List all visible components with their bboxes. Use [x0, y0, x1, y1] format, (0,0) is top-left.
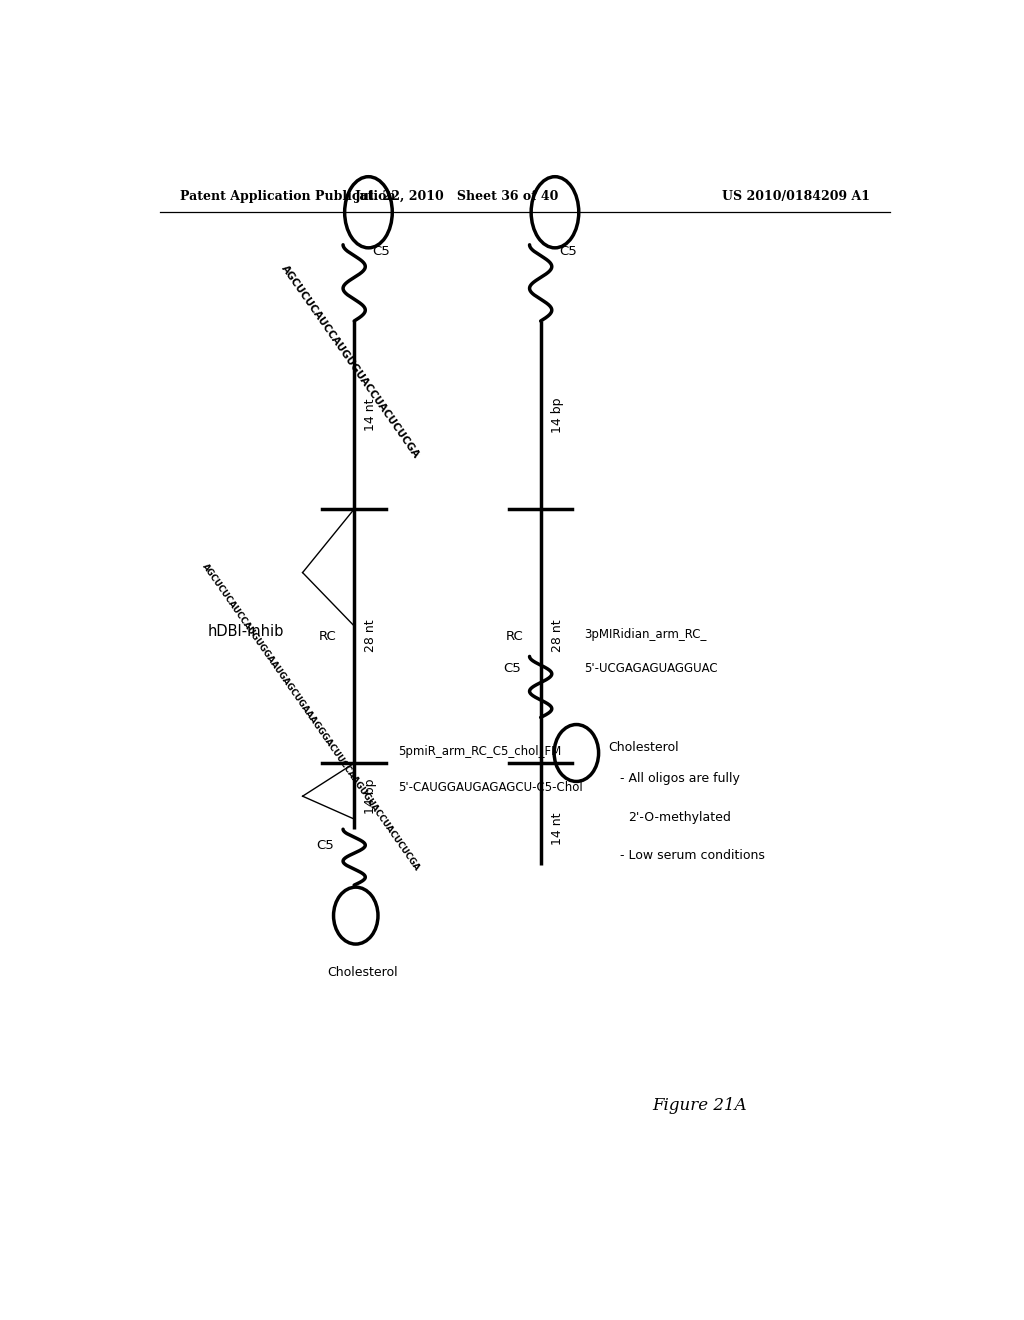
- Text: RC: RC: [318, 630, 337, 643]
- Text: Cholesterol: Cholesterol: [608, 742, 679, 755]
- Text: 5'-UCGAGAGUAGGUAC: 5'-UCGAGAGUAGGUAC: [585, 661, 718, 675]
- Text: C5: C5: [316, 840, 334, 853]
- Text: Figure 21A: Figure 21A: [652, 1097, 746, 1114]
- Text: 5'-CAUGGAUGAGAGCU-C5-Chol: 5'-CAUGGAUGAGAGCU-C5-Chol: [397, 780, 583, 793]
- Text: US 2010/0184209 A1: US 2010/0184209 A1: [722, 190, 870, 202]
- Text: 5pmiR_arm_RC_C5_chol_FM: 5pmiR_arm_RC_C5_chol_FM: [397, 744, 561, 758]
- Text: 14 bp: 14 bp: [551, 397, 564, 433]
- Text: Jul. 22, 2010   Sheet 36 of 40: Jul. 22, 2010 Sheet 36 of 40: [355, 190, 559, 202]
- Text: C5: C5: [503, 661, 521, 675]
- Text: - All oligos are fully: - All oligos are fully: [620, 772, 740, 785]
- Text: - Low serum conditions: - Low serum conditions: [620, 849, 765, 862]
- Text: 2'-O-methylated: 2'-O-methylated: [628, 810, 731, 824]
- Text: 14 nt: 14 nt: [551, 813, 564, 846]
- Text: AGCUCUCAUCCAUGUGGAAUGAGCUGAAAGGGACUUCCAAGUGUACCUACUCUCGA: AGCUCUCAUCCAUGUGGAAUGAGCUGAAAGGGACUUCCAA…: [200, 562, 421, 873]
- Text: C5: C5: [373, 246, 390, 259]
- Text: 28 nt: 28 nt: [365, 620, 378, 652]
- Text: AGCUCUCAUCCAUGUGUACCUACUCUCGA: AGCUCUCAUCCAUGUGUACCUACUCUCGA: [280, 263, 421, 461]
- Text: 3pMIRidian_arm_RC_: 3pMIRidian_arm_RC_: [585, 628, 707, 642]
- Text: C5: C5: [559, 246, 577, 259]
- Text: Cholesterol: Cholesterol: [327, 966, 397, 979]
- Text: 28 nt: 28 nt: [551, 620, 564, 652]
- Text: RC: RC: [506, 630, 523, 643]
- Text: 14 nt: 14 nt: [365, 399, 378, 432]
- Text: hDBI-inhib: hDBI-inhib: [207, 623, 284, 639]
- Text: Patent Application Publication: Patent Application Publication: [179, 190, 395, 202]
- Text: 14 bp: 14 bp: [365, 779, 378, 814]
